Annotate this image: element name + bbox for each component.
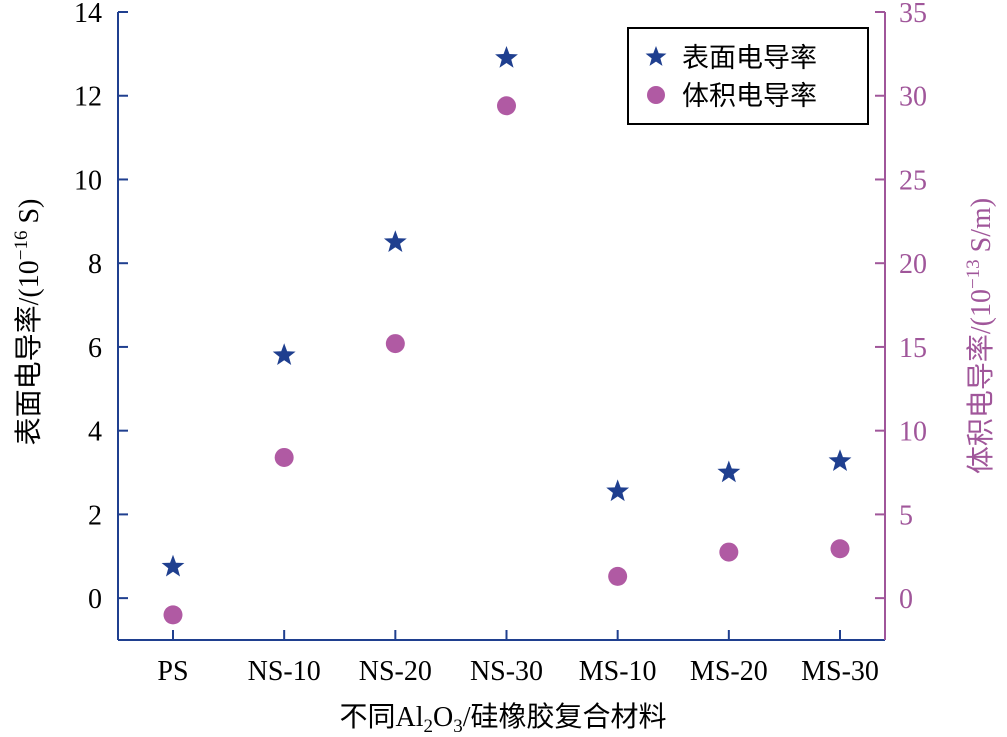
legend-star-marker [645, 46, 667, 66]
surface-conductivity-point [272, 343, 296, 366]
left-tick-label: 10 [74, 165, 102, 196]
right-y-axis-title: 体积电导率/(10−13 S/m) [963, 198, 997, 474]
left-tick-label: 12 [74, 82, 102, 113]
surface-conductivity-point [828, 449, 852, 471]
volume-conductivity-point [608, 566, 628, 586]
plot-frame [117, 12, 886, 641]
volume-conductivity-point [719, 542, 739, 562]
legend-label: 表面电导率 [682, 43, 817, 74]
x-axis: PS NS-10 NS-20 NS-30 MS-10 MS-20 MS-30 [157, 630, 879, 687]
left-tick-label: 0 [88, 584, 102, 615]
right-tick-label: 15 [899, 333, 927, 364]
left-tick-label: 2 [88, 500, 102, 531]
left-y-axis: 0 2 4 6 8 10 12 14 [74, 0, 128, 615]
volume-conductivity-point [385, 334, 405, 354]
right-tick-label: 20 [899, 249, 927, 280]
legend-circle-marker [647, 86, 665, 104]
volume-conductivity-point [163, 605, 183, 625]
x-tick-label: MS-10 [579, 656, 657, 687]
left-tick-label: 14 [74, 0, 102, 29]
x-axis-title: 不同Al2O3/硅橡胶复合材料 [339, 701, 666, 737]
legend-label: 体积电导率 [682, 81, 817, 112]
surface-conductivity-point [161, 554, 185, 577]
right-tick-label: 5 [899, 500, 913, 531]
left-tick-label: 4 [88, 417, 102, 448]
legend-box [627, 27, 869, 125]
series-surface [161, 46, 852, 577]
right-y-axis: 0 5 10 15 20 25 30 35 [875, 0, 927, 615]
x-tick-label: NS-20 [359, 656, 432, 687]
surface-conductivity-point [383, 230, 407, 252]
x-tick-label: NS-10 [248, 656, 321, 687]
right-tick-label: 25 [899, 165, 927, 196]
x-tick-label: MS-20 [690, 656, 768, 687]
right-tick-label: 10 [899, 417, 927, 448]
right-tick-label: 30 [899, 82, 927, 113]
x-tick-label: MS-30 [801, 656, 879, 687]
volume-conductivity-point [830, 539, 850, 559]
right-tick-label: 35 [899, 0, 927, 29]
volume-conductivity-point [274, 447, 294, 467]
data-series [161, 46, 852, 625]
axis-labels: 不同Al2O3/硅橡胶复合材料 表面电导率/(10−16 S) 体积电导率/(10−… [11, 198, 997, 737]
series-volume [163, 96, 850, 625]
right-tick-label: 0 [899, 584, 913, 615]
x-tick-label: NS-30 [470, 656, 543, 687]
left-y-axis-title: 表面电导率/(10−16 S) [11, 199, 45, 446]
left-tick-label: 6 [88, 333, 102, 364]
surface-conductivity-point [606, 479, 630, 502]
surface-conductivity-point [717, 460, 741, 483]
left-tick-label: 8 [88, 249, 102, 280]
x-tick-label: PS [157, 656, 188, 687]
surface-conductivity-point [495, 46, 518, 68]
volume-conductivity-point [497, 96, 516, 116]
